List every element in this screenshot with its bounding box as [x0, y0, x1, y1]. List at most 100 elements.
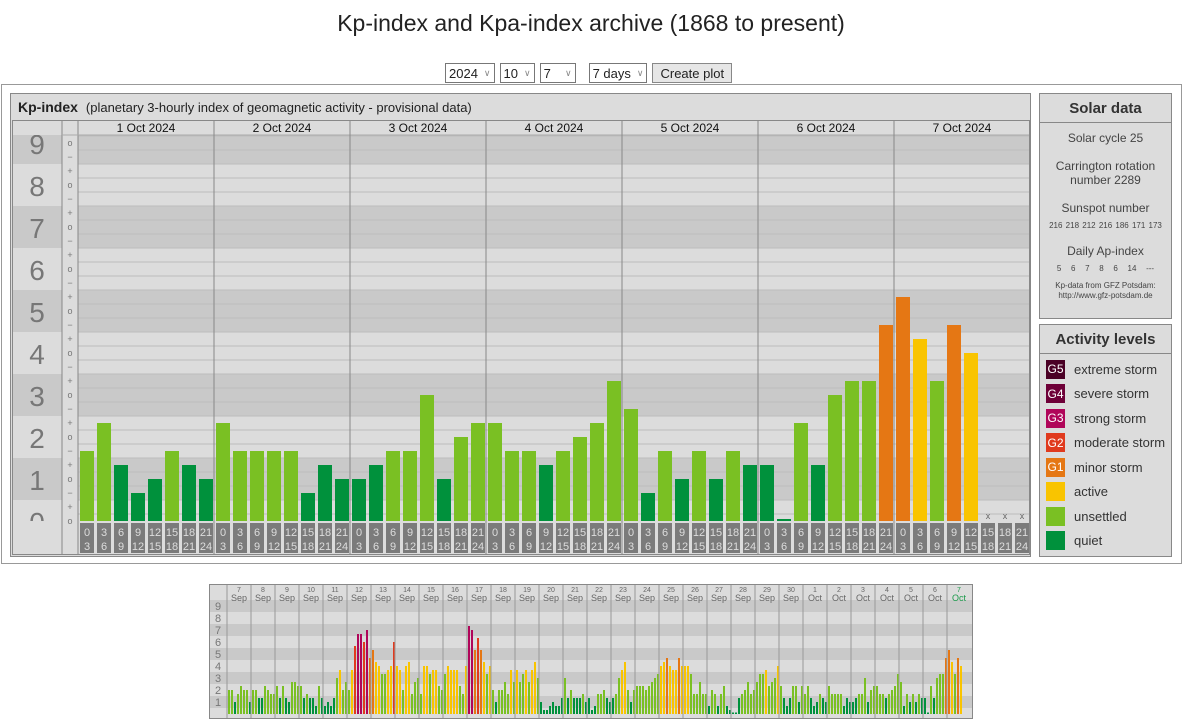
mini-kp-bar — [462, 694, 464, 714]
range-select[interactable]: 7 days ∨ — [588, 63, 648, 83]
kp-bar — [437, 479, 451, 521]
mini-kp-bar — [846, 698, 848, 714]
mini-kp-bar — [606, 698, 608, 714]
mini-kp-bar — [774, 678, 776, 714]
slot-start: 15 — [846, 527, 858, 539]
slot-label-box — [165, 523, 179, 553]
mini-kp-bar — [570, 690, 572, 714]
slot-end: 12 — [540, 541, 552, 553]
slot-end: 24 — [880, 541, 892, 553]
kp-bar — [879, 325, 893, 521]
mini-kp-bar — [786, 706, 788, 714]
mini-kp-bar — [873, 686, 875, 714]
mini-kp-bar — [354, 646, 356, 714]
slot-label-box — [573, 523, 587, 553]
mini-day-number: 22 — [595, 587, 603, 594]
mini-day-month: Sep — [711, 593, 727, 603]
slot-start: 9 — [271, 527, 277, 539]
slot-start: 12 — [285, 527, 297, 539]
slot-label-box — [794, 523, 808, 553]
mini-kp-bar — [834, 694, 836, 714]
year-select[interactable]: 2024 ∨ — [445, 63, 495, 83]
mini-kp-bar — [558, 706, 560, 714]
page-title: Kp-index and Kpa-index archive (1868 to … — [337, 10, 845, 36]
mini-kp-bar — [327, 702, 329, 714]
mini-kp-bar — [261, 698, 263, 714]
slot-label-box — [301, 523, 315, 553]
mini-y-label: 4 — [215, 661, 221, 673]
kp-subtitle: (planetary 3-hourly index of geomagnetic… — [85, 100, 472, 115]
mini-day-number: 28 — [739, 587, 747, 594]
kp-bar — [420, 395, 434, 521]
mini-kp-bar — [894, 686, 896, 714]
mini-day-month: Sep — [759, 593, 775, 603]
mini-kp-bar — [333, 698, 335, 714]
slot-label-box — [981, 523, 995, 553]
mini-kp-bar — [924, 698, 926, 714]
mini-kp-bar — [234, 702, 236, 714]
mini-kp-bar — [663, 662, 665, 714]
kp-bar — [335, 479, 349, 521]
kp-band-6 — [12, 248, 1030, 290]
kp-bar — [131, 493, 145, 521]
mini-kp-bar — [948, 650, 950, 714]
slot-start: 6 — [526, 527, 532, 539]
slot-start: 18 — [183, 527, 195, 539]
slot-end: 3 — [764, 541, 770, 553]
day-select[interactable]: 7 ∨ — [539, 63, 576, 83]
slot-label-box — [743, 523, 757, 553]
mini-kp-bar — [918, 694, 920, 714]
slot-label-box — [148, 523, 162, 553]
mini-day-month: Oct — [856, 593, 871, 603]
kp-bar — [471, 423, 485, 521]
chart-border — [12, 120, 1030, 555]
kp-bar — [726, 451, 740, 521]
mini-kp-bar — [369, 658, 371, 714]
mini-kp-bar — [363, 642, 365, 714]
slot-start: 21 — [472, 527, 484, 539]
mini-day-number: 17 — [475, 587, 483, 594]
mini-kp-bar — [288, 702, 290, 714]
mini-kp-bar — [732, 712, 734, 714]
slot-start: 18 — [591, 527, 603, 539]
kp-bar — [369, 465, 383, 521]
slot-start: 15 — [574, 527, 586, 539]
slot-end: 24 — [472, 541, 484, 553]
mini-kp-bar — [849, 702, 851, 714]
create-plot-button[interactable]: Create plot — [652, 63, 733, 83]
mini-kp-bar — [489, 666, 491, 714]
mini-kp-bar — [501, 690, 503, 714]
slot-end: 24 — [336, 541, 348, 553]
level-label: severe storm — [1074, 386, 1150, 402]
source-link[interactable]: http://www.gfz-potsdam.de — [1058, 291, 1153, 300]
mini-kp-bar — [423, 666, 425, 714]
mini-kp-bar — [468, 626, 470, 714]
mini-kp-bar — [831, 694, 833, 714]
mini-day-month: Sep — [519, 593, 535, 603]
mini-kp-bar — [564, 678, 566, 714]
kp-bar — [641, 493, 655, 521]
mini-kp-bar — [285, 698, 287, 714]
mini-day-month: Sep — [375, 593, 391, 603]
mini-kp-bar — [825, 702, 827, 714]
slot-end: 18 — [846, 541, 858, 553]
slot-start: 9 — [951, 527, 957, 539]
mini-kp-bar — [807, 686, 809, 714]
mini-kp-bar — [609, 702, 611, 714]
mini-day-number: 2 — [837, 587, 841, 594]
monthly-kp-chart[interactable]: 1234567897Sep8Sep9Sep10Sep11Sep12Sep13Se… — [209, 584, 973, 719]
kp-header: Kp-index (planetary 3-hourly index of geo… — [18, 99, 472, 115]
mini-kp-bar — [519, 682, 521, 714]
month-select[interactable]: 10 ∨ — [499, 63, 535, 83]
mini-kp-bar — [813, 706, 815, 714]
mini-kp-bar — [921, 698, 923, 714]
mini-kp-bar — [651, 682, 653, 714]
slot-label-box — [454, 523, 468, 553]
kp-symbol: − — [67, 278, 72, 288]
mini-kp-bar — [627, 690, 629, 714]
mini-day-month: Sep — [303, 593, 319, 603]
slot-start: 3 — [509, 527, 515, 539]
mini-kp-bar — [414, 682, 416, 714]
activity-levels-panel: Activity levels G5 extreme storm G4 severe … — [1039, 324, 1172, 557]
slot-label-box — [522, 523, 536, 553]
